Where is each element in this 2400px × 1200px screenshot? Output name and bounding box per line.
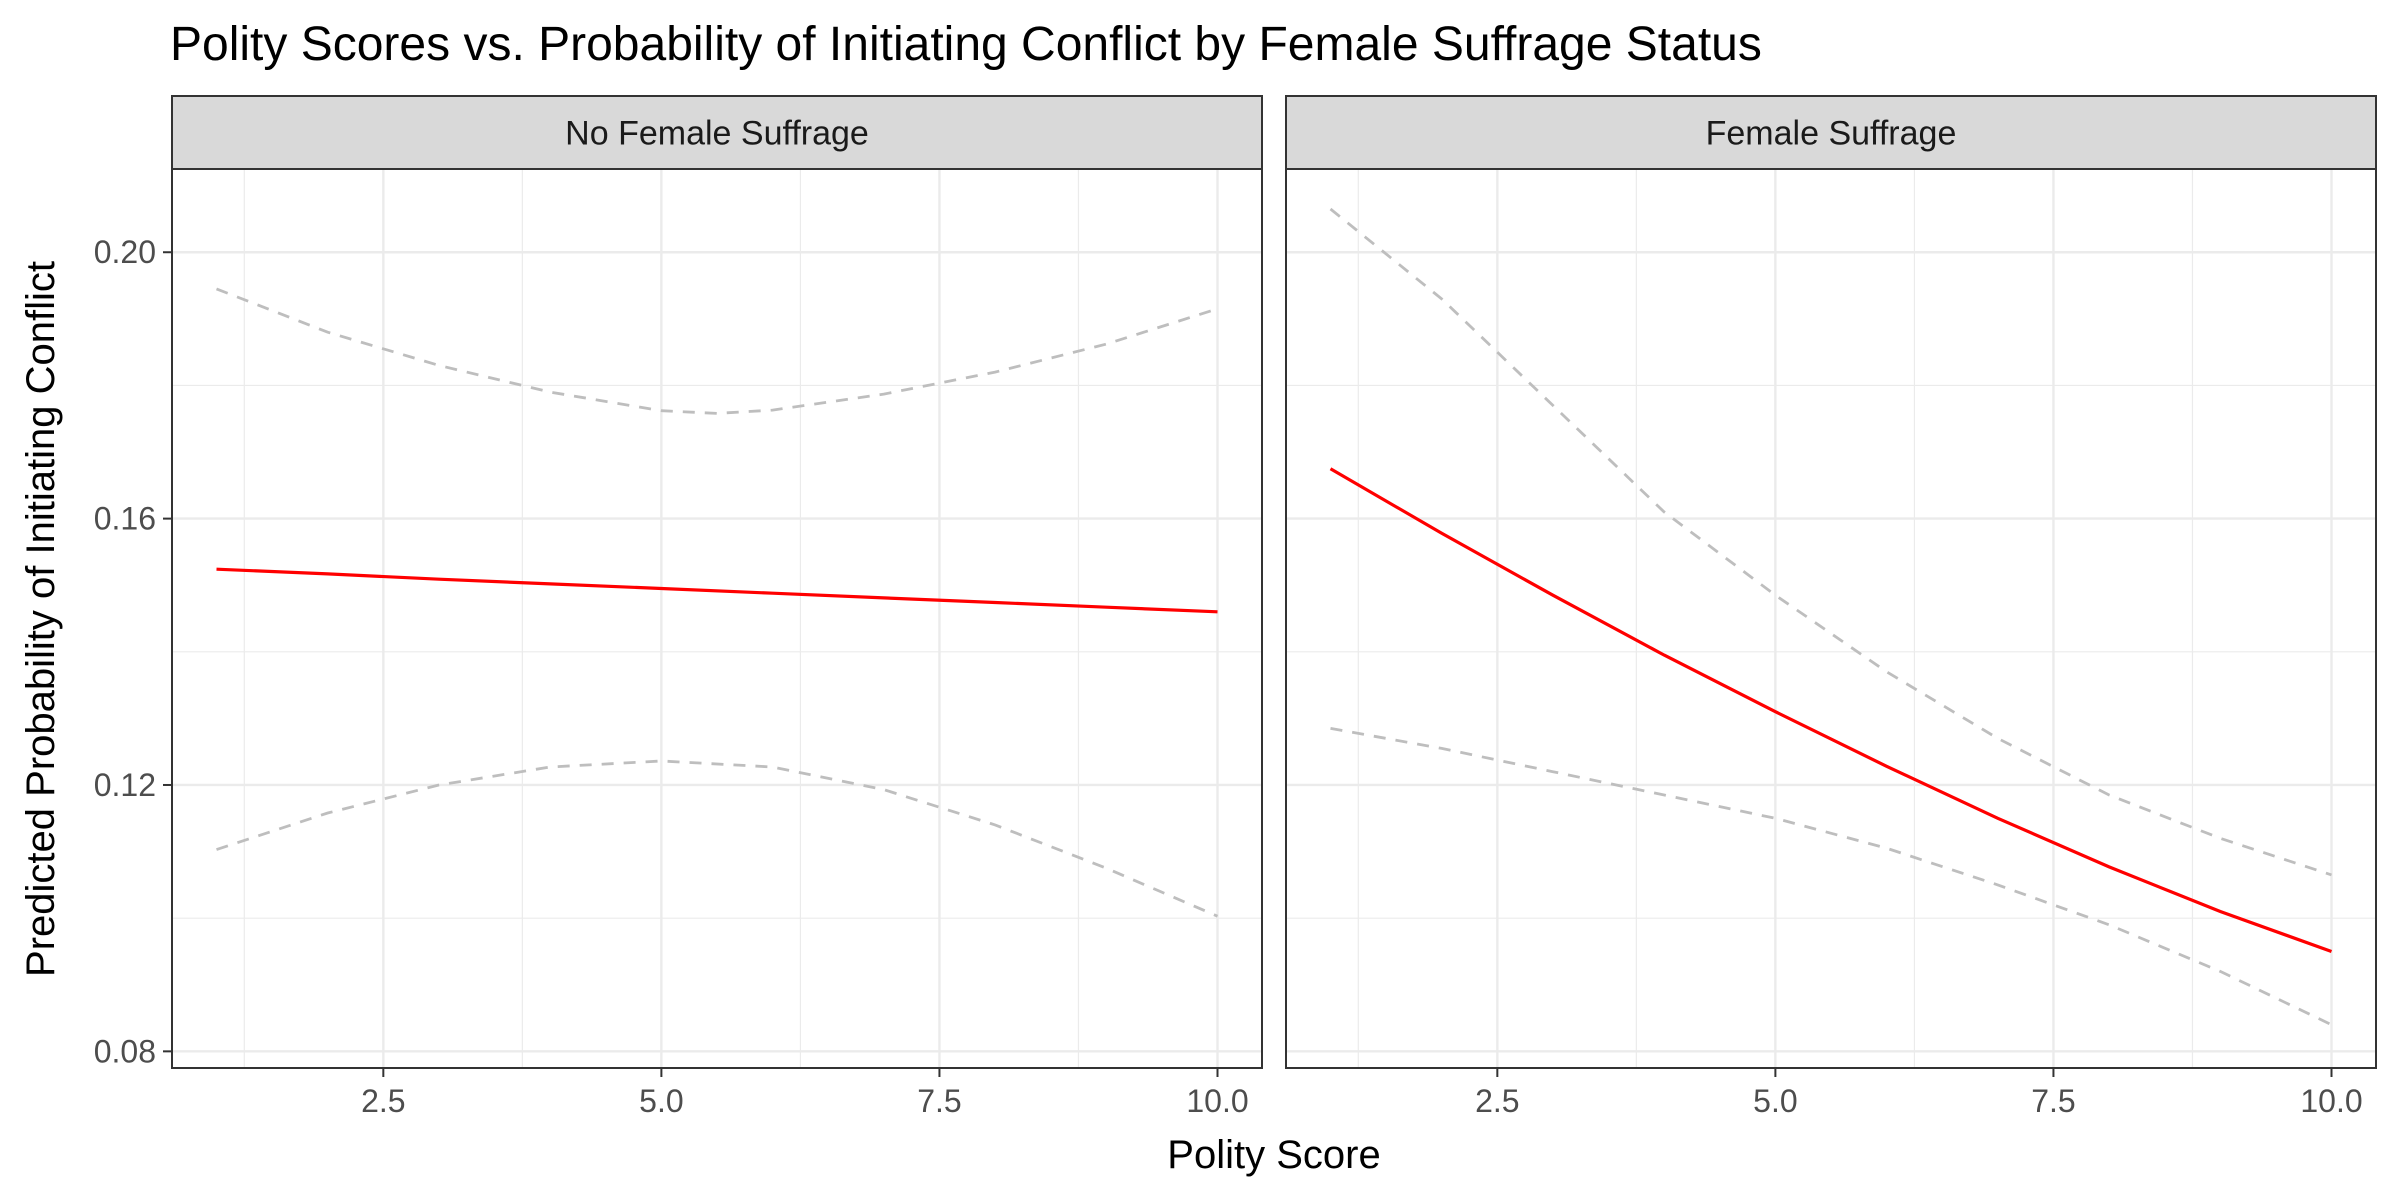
fitted-line [216, 567, 1218, 614]
facet-strip [1285, 95, 2377, 170]
chart-panels: No Female Suffrage 2.5 5.0 7.5 10.0 0.08 0.12 0… [94, 95, 2377, 1119]
x-tick-label: 2.5 [1475, 1083, 1519, 1119]
x-tick-label: 2.5 [361, 1083, 405, 1119]
x-tick-label: 7.5 [2031, 1083, 2075, 1119]
y-axis-title: Predicted Probability of Initiating Conf… [19, 261, 63, 977]
y-tick-label: 0.20 [94, 234, 156, 270]
lower-confidence-bound [216, 759, 1219, 918]
y-tick-label: 0.12 [94, 767, 156, 803]
panel-border [171, 168, 1263, 1069]
fitted-line [1329, 467, 2333, 954]
x-tick-label: 10.0 [1186, 1083, 1248, 1119]
panel-background [1286, 169, 2376, 1068]
x-tick-label: 10.0 [2300, 1083, 2362, 1119]
x-axis-title: Polity Score [1167, 1133, 1380, 1177]
x-tick-label: 7.5 [917, 1083, 961, 1119]
facet-strip [171, 95, 1263, 170]
upper-confidence-bound [215, 287, 1218, 415]
facet-strip-label: No Female Suffrage [565, 115, 869, 153]
upper-confidence-bound [1329, 207, 2332, 877]
panel-border [1285, 168, 2377, 1069]
x-tick-label: 5.0 [1753, 1083, 1797, 1119]
y-tick-label: 0.08 [94, 1033, 156, 1069]
x-tick-label: 5.0 [639, 1083, 683, 1119]
facet-strip-label: Female Suffrage [1706, 115, 1957, 153]
panel-1: No Female Suffrage 2.5 5.0 7.5 10.0 0.08 0.12 0… [94, 95, 1263, 1119]
chart-title: Polity Scores vs. Probability of Initiat… [170, 18, 1762, 71]
lower-confidence-bound [1330, 727, 2333, 1026]
panel-2: Female Suffrage 2.5 5.0 7.5 10.0 [1285, 95, 2377, 1119]
panel-background [172, 169, 1262, 1068]
y-tick-label: 0.16 [94, 501, 156, 537]
